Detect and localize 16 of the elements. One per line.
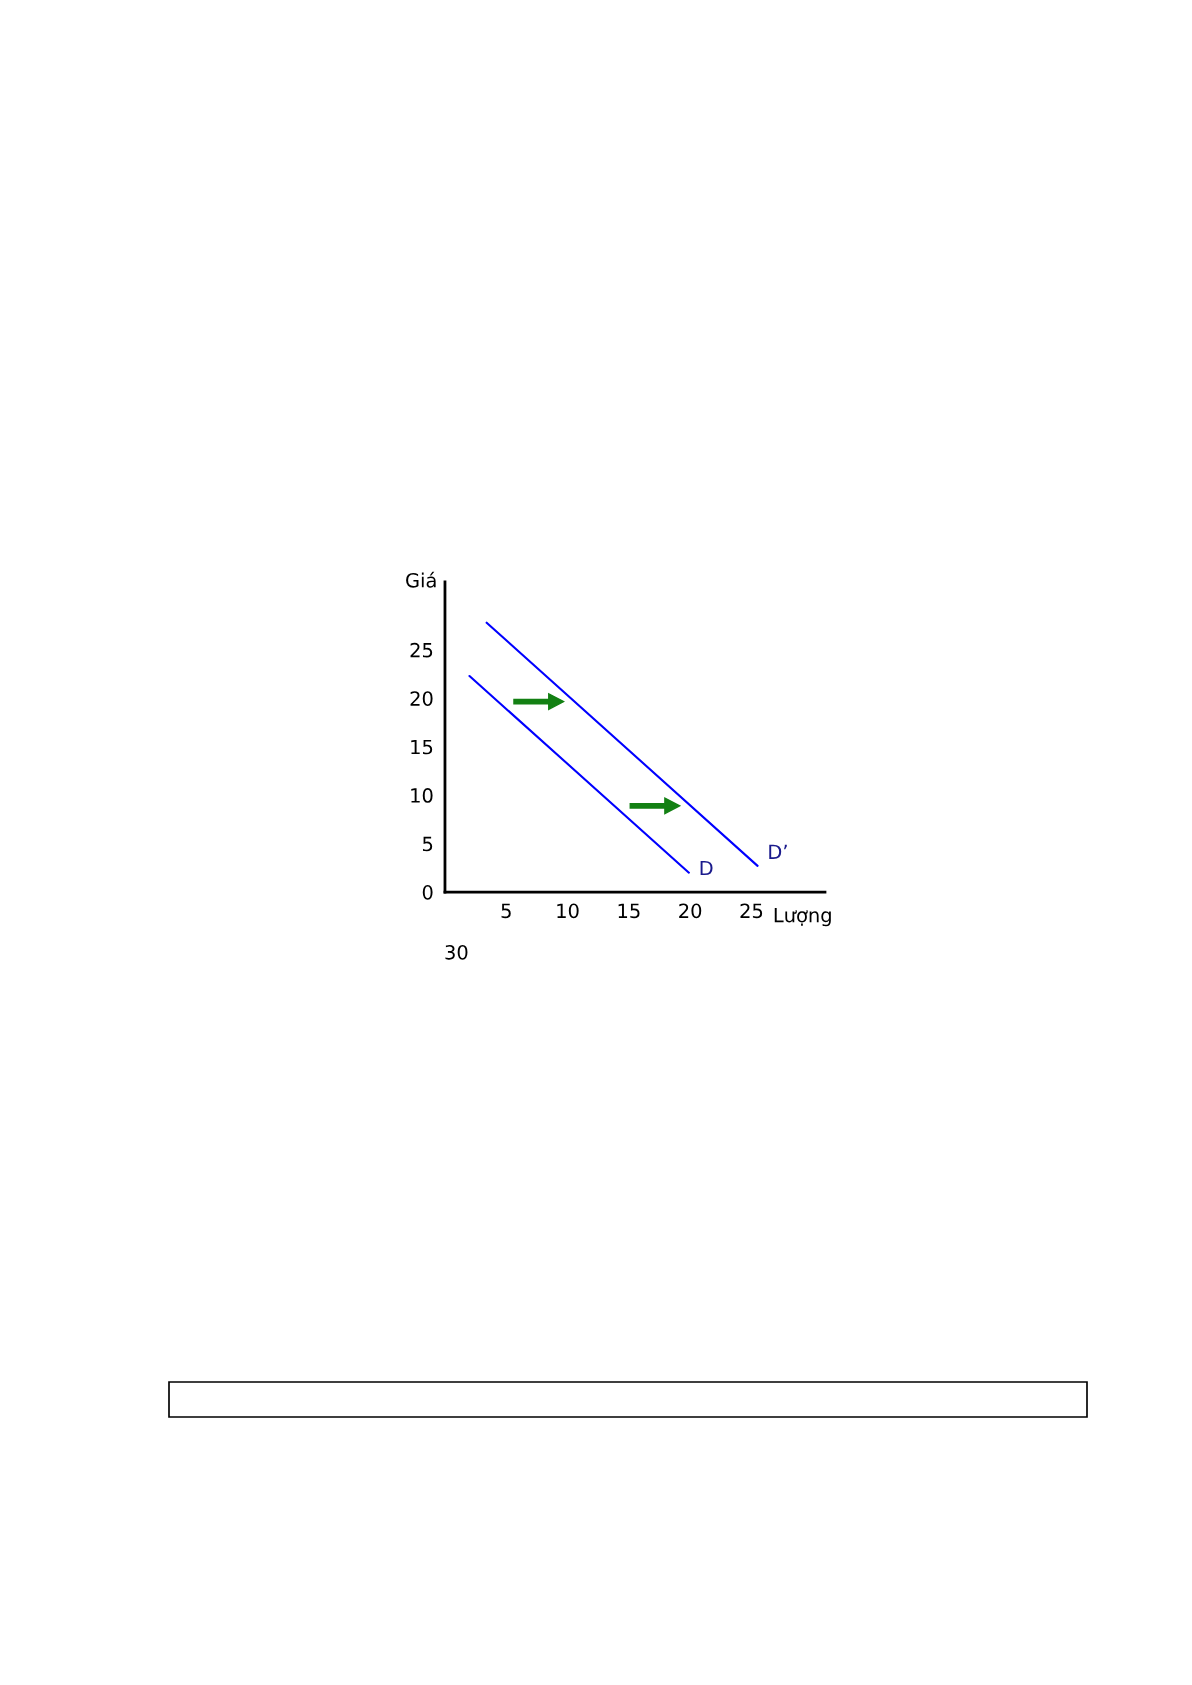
x-tick-label: 25 xyxy=(740,903,763,919)
series-label: D’ xyxy=(769,844,787,859)
x-tick-label: 10 xyxy=(557,903,579,919)
y-tick-label: 5 xyxy=(422,836,433,852)
y-axis-title: Giá xyxy=(406,571,436,588)
x-tick-label: 15 xyxy=(618,903,640,919)
y-tick-label: 0 xyxy=(422,884,433,900)
series-label: D xyxy=(700,860,713,876)
y-tick-label: 15 xyxy=(411,739,433,755)
x-tick-label: 20 xyxy=(679,903,702,919)
text: 30 xyxy=(445,944,468,960)
y-tick-label: 20 xyxy=(410,691,433,706)
y-tick-label: 25 xyxy=(410,642,433,658)
x-tick-label: 5 xyxy=(501,903,511,919)
x-axis-title: Lượng xyxy=(774,908,831,927)
y-tick-label: 10 xyxy=(411,788,433,803)
